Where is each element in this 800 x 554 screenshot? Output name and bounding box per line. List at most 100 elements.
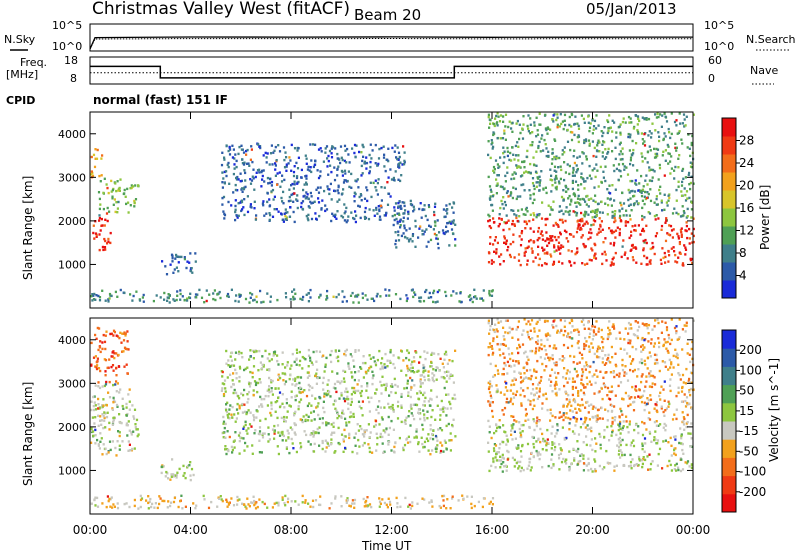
echo-cell bbox=[135, 428, 138, 431]
echo-cell bbox=[624, 327, 627, 330]
echo-cell bbox=[388, 289, 391, 292]
echo-cell bbox=[535, 421, 538, 425]
echo-cell bbox=[545, 191, 548, 195]
echo-cell bbox=[264, 349, 267, 353]
echo-cell bbox=[268, 369, 271, 372]
echo-cell bbox=[115, 380, 118, 383]
echo-cell bbox=[582, 462, 586, 465]
echo-cell bbox=[97, 191, 101, 194]
echo-cell bbox=[619, 432, 622, 435]
echo-cell bbox=[397, 400, 400, 404]
echo-cell bbox=[581, 234, 584, 237]
echo-cell bbox=[339, 145, 343, 148]
echo-cell bbox=[208, 293, 211, 296]
echo-cell bbox=[522, 366, 525, 370]
echo-cell bbox=[640, 194, 644, 198]
echo-cell bbox=[574, 424, 577, 427]
echo-cell bbox=[428, 205, 431, 209]
echo-cell bbox=[186, 260, 189, 263]
echo-cell bbox=[577, 219, 580, 222]
echo-cell bbox=[306, 196, 309, 199]
echo-cell bbox=[221, 171, 224, 174]
echo-cell bbox=[271, 379, 274, 383]
echo-cell bbox=[557, 260, 561, 263]
echo-cell bbox=[408, 358, 411, 362]
echo-cell bbox=[644, 179, 647, 182]
echo-cell bbox=[474, 295, 477, 298]
echo-cell bbox=[592, 223, 595, 226]
echo-cell bbox=[346, 147, 349, 151]
echo-cell bbox=[293, 412, 296, 415]
echo-cell bbox=[429, 397, 432, 400]
echo-cell bbox=[597, 139, 600, 142]
echo-cell bbox=[489, 328, 492, 331]
echo-cell bbox=[112, 420, 115, 424]
echo-cell bbox=[488, 332, 491, 335]
echo-cell bbox=[371, 149, 374, 152]
echo-cell bbox=[495, 459, 498, 462]
echo-cell bbox=[230, 497, 233, 500]
echo-cell bbox=[378, 400, 381, 403]
echo-cell bbox=[561, 359, 564, 362]
echo-cell bbox=[623, 165, 626, 168]
echo-cell bbox=[440, 429, 444, 432]
echo-cell bbox=[311, 386, 314, 389]
echo-cell bbox=[126, 340, 129, 343]
echo-cell bbox=[572, 447, 575, 451]
echo-cell bbox=[297, 147, 300, 150]
echo-cell bbox=[511, 402, 514, 406]
echo-cell bbox=[113, 416, 116, 419]
echo-cell bbox=[305, 181, 308, 184]
echo-cell bbox=[502, 161, 505, 165]
echo-cell bbox=[330, 423, 333, 426]
echo-cell bbox=[132, 415, 135, 418]
echo-cell bbox=[625, 420, 628, 423]
echo-cell bbox=[495, 328, 498, 331]
echo-cell bbox=[490, 190, 493, 193]
echo-cell bbox=[296, 175, 299, 178]
echo-cell bbox=[585, 363, 588, 367]
echo-cell bbox=[273, 432, 276, 435]
echo-cell bbox=[95, 360, 98, 364]
echo-cell bbox=[553, 235, 557, 239]
echo-cell bbox=[653, 438, 656, 442]
echo-cell bbox=[223, 182, 226, 185]
echo-cell bbox=[642, 239, 645, 243]
echo-cell bbox=[113, 352, 116, 355]
echo-cell bbox=[446, 212, 449, 215]
echo-cell bbox=[617, 423, 620, 426]
echo-cell bbox=[547, 204, 550, 207]
echo-cell bbox=[444, 230, 447, 234]
echo-cell bbox=[449, 407, 453, 410]
echo-cell bbox=[525, 155, 528, 158]
echo-cell bbox=[389, 168, 392, 171]
echo-cell bbox=[148, 500, 151, 503]
echo-cell bbox=[112, 334, 115, 337]
echo-cell bbox=[625, 372, 628, 375]
echo-cell bbox=[380, 146, 383, 150]
echo-cell bbox=[673, 435, 676, 439]
echo-cell bbox=[257, 369, 260, 372]
echo-cell bbox=[562, 127, 565, 131]
echo-cell bbox=[125, 202, 128, 206]
echo-cell bbox=[409, 507, 412, 510]
echo-cell bbox=[130, 449, 133, 452]
echo-cell bbox=[161, 260, 164, 263]
echo-cell bbox=[556, 223, 560, 227]
echo-cell bbox=[661, 154, 664, 157]
echo-cell bbox=[667, 400, 670, 403]
echo-cell bbox=[430, 389, 433, 392]
echo-cell bbox=[414, 219, 417, 223]
echo-cell bbox=[228, 408, 231, 411]
echo-cell bbox=[177, 261, 180, 264]
echo-cell bbox=[678, 130, 681, 133]
echo-cell bbox=[620, 255, 623, 259]
echo-cell bbox=[392, 223, 395, 227]
echo-cell bbox=[577, 135, 581, 138]
echo-cell bbox=[350, 371, 353, 374]
echo-cell bbox=[643, 202, 646, 206]
echo-cell bbox=[602, 241, 605, 244]
station-title: Christmas Valley West (fitACF) bbox=[92, 0, 350, 19]
echo-cell bbox=[628, 236, 631, 240]
echo-cell bbox=[323, 395, 326, 398]
